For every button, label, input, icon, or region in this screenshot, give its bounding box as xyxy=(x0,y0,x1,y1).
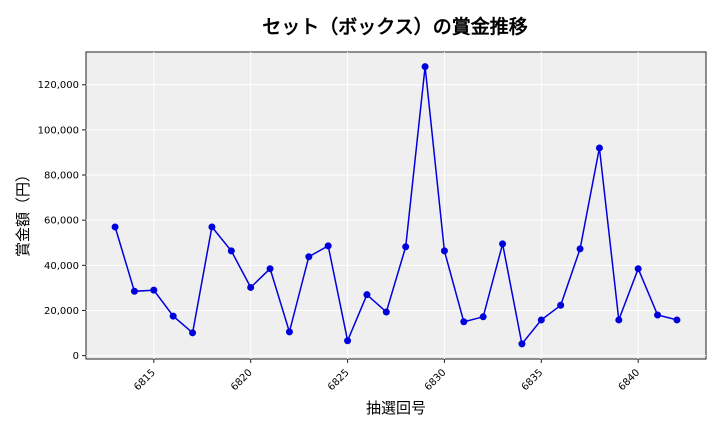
y-tick-label: 60,000 xyxy=(44,216,79,227)
x-tick-label: 6835 xyxy=(520,367,546,393)
data-point xyxy=(479,313,487,321)
y-axis-label: 賞金額（円） xyxy=(14,167,32,257)
data-point xyxy=(189,329,197,337)
plot-area xyxy=(85,51,707,360)
data-point xyxy=(208,223,216,231)
y-tick-label: 20,000 xyxy=(44,306,79,317)
chart-title: セット（ボックス）の賞金推移 xyxy=(262,16,528,38)
y-tick-label: 0 xyxy=(73,351,79,362)
data-point xyxy=(324,242,332,250)
data-point xyxy=(402,243,410,251)
x-tick-label: 6815 xyxy=(132,367,158,393)
data-point xyxy=(518,340,526,348)
data-point xyxy=(227,247,235,255)
data-point xyxy=(382,308,390,316)
data-point xyxy=(111,223,119,231)
x-tick-label: 6840 xyxy=(617,367,643,393)
y-axis-ticks: 0 20,000 40,000 60,000 80,000 100,000 120,000 xyxy=(38,80,86,362)
y-tick-label: 120,000 xyxy=(38,80,79,91)
gridlines xyxy=(86,52,706,359)
data-point xyxy=(460,318,468,326)
data-point xyxy=(266,265,274,273)
data-point xyxy=(150,286,158,294)
x-tick-label: 6830 xyxy=(423,367,449,393)
data-point xyxy=(654,311,662,319)
x-axis-ticks: 6815 6820 6825 6830 6835 6840 xyxy=(132,359,642,393)
x-tick-label: 6820 xyxy=(229,367,255,393)
x-axis-label: 抽選回号 xyxy=(366,399,426,417)
data-point xyxy=(615,316,623,324)
data-point xyxy=(285,328,293,336)
data-point xyxy=(305,253,313,261)
data-point xyxy=(440,247,448,255)
data-point xyxy=(576,245,584,253)
data-point xyxy=(499,240,507,248)
data-point xyxy=(673,316,681,324)
x-tick-label: 6825 xyxy=(326,367,352,393)
data-point xyxy=(634,265,642,273)
data-points xyxy=(111,63,681,348)
data-point xyxy=(247,283,255,291)
data-point xyxy=(130,287,138,295)
y-tick-label: 80,000 xyxy=(44,171,79,182)
data-point xyxy=(557,301,565,309)
data-point xyxy=(421,63,429,71)
y-tick-label: 40,000 xyxy=(44,261,79,272)
data-point xyxy=(169,312,177,320)
data-point xyxy=(344,337,352,345)
data-point xyxy=(595,144,603,152)
y-tick-label: 100,000 xyxy=(38,125,79,136)
data-point xyxy=(363,291,371,299)
data-point xyxy=(537,316,545,324)
series-line xyxy=(114,66,678,346)
